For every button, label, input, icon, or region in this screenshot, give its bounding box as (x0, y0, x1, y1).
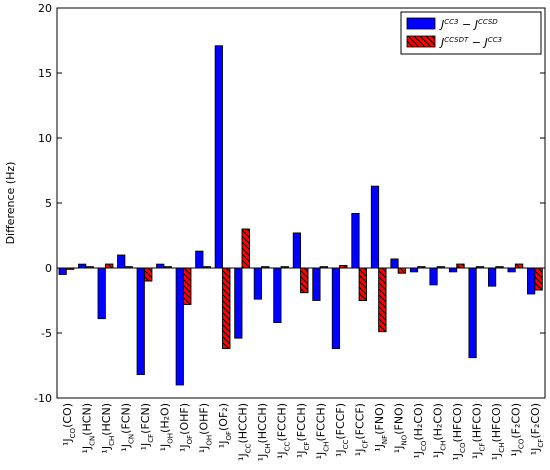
bar-hatch (183, 267, 192, 305)
x-tick-label: ¹JCO(F₂CO) (510, 403, 526, 457)
bar (527, 267, 536, 295)
y-tick-label: -10 (34, 392, 52, 405)
bar-hatch (534, 267, 543, 291)
x-tick-label: ¹JCF(HFCO) (471, 403, 487, 459)
bar-hatch (105, 263, 114, 269)
y-tick-label: 15 (38, 67, 52, 80)
y-tick-label: 20 (38, 2, 52, 15)
x-tick-label: ¹JCH(FCCH) (315, 403, 331, 459)
bar-hatch (241, 228, 250, 269)
bar (292, 232, 302, 269)
bar (390, 258, 399, 269)
y-axis-label: Difference (Hz) (4, 162, 17, 245)
bar (507, 267, 516, 273)
bar (234, 267, 243, 339)
x-tick-label: ¹JCC(FCCH) (275, 403, 291, 459)
bar (409, 267, 419, 273)
bar (429, 267, 438, 286)
bar-hatch (358, 267, 367, 301)
bar (370, 185, 380, 269)
bar (136, 267, 145, 375)
x-tick-label: ¹JCF(FCCH) (295, 403, 311, 458)
legend-swatch (406, 17, 436, 30)
bar (214, 45, 223, 269)
bar (253, 267, 262, 300)
bar-hatch (378, 267, 387, 333)
x-tick-label: ¹JCC(FCCF) (334, 403, 350, 457)
x-tick-label: ¹JNF(FNO) (373, 403, 389, 452)
x-tick-label: ¹JCO(CO) (61, 403, 77, 446)
x-tick-label: ¹JCC(HCCH) (236, 403, 252, 461)
bar (195, 250, 204, 269)
x-tick-label: ¹JNO(FNO) (393, 403, 409, 453)
bar-hatch (456, 263, 465, 269)
bar (175, 267, 184, 386)
bar (468, 267, 477, 359)
x-tick-label: ¹JCH(HFCO) (490, 403, 506, 460)
x-tick-label: ¹JCO(HFCO) (451, 403, 467, 461)
x-tick-label: ¹JOF(OF₂) (217, 403, 233, 448)
x-tick-label: ¹JCF(FCCF) (354, 403, 370, 456)
bar (58, 267, 67, 275)
x-tick-label: ¹JCF(F₂CO) (529, 403, 545, 455)
bar-hatch (514, 263, 524, 269)
legend-label: JCC3 − JCCSD (439, 18, 498, 31)
bar (331, 267, 341, 349)
x-tick-label: ¹JCH(H₂CO) (432, 403, 448, 458)
bar-hatch (300, 267, 309, 294)
bar (156, 263, 165, 269)
x-tick-label: ¹JOF(OHF) (178, 403, 194, 452)
bar-hatch (144, 267, 153, 282)
bar (273, 267, 282, 323)
x-tick-label: ¹JCN(FCN) (119, 403, 135, 452)
bar (351, 212, 360, 269)
x-tick-label: ¹JCO(H₂CO) (412, 403, 428, 459)
bar (97, 267, 106, 320)
x-tick-label: ¹JCN(HCN) (80, 403, 96, 454)
bar-hatch (222, 267, 231, 349)
y-tick-label: 0 (45, 262, 52, 275)
x-tick-label: ¹JCH(HCCH) (256, 403, 272, 461)
bar-hatch (397, 267, 407, 274)
bar (117, 254, 126, 269)
bar (78, 263, 87, 269)
bar (487, 267, 497, 287)
y-tick-label: 10 (38, 132, 52, 145)
bar (312, 267, 321, 301)
bar (448, 267, 458, 273)
x-tick-label: ¹JOH(H₂O) (158, 403, 174, 451)
x-tick-label: ¹JCF(FCN) (139, 403, 155, 450)
x-tick-label: ¹JCH(HCN) (100, 403, 116, 454)
y-tick-label: 5 (45, 197, 52, 210)
legend-label: JCCSDT − JCC3 (439, 36, 502, 49)
x-tick-label: ¹JOH(OHF) (197, 403, 213, 453)
y-tick-label: -5 (41, 327, 52, 340)
axes-frame (56, 7, 546, 399)
legend-swatch-hatch (407, 36, 435, 47)
